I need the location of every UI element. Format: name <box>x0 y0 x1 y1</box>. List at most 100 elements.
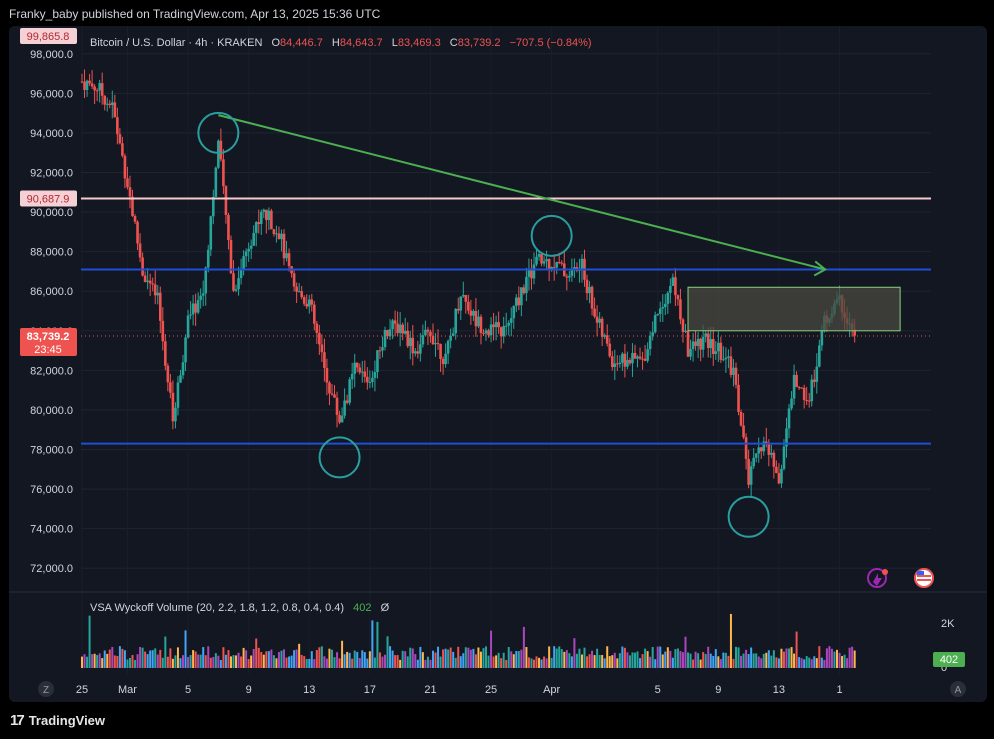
volume-bar <box>841 656 844 668</box>
candle-body <box>618 362 622 365</box>
volume-bar <box>156 654 159 668</box>
volume-bar <box>353 650 356 668</box>
candle-body <box>504 325 508 327</box>
candle-body <box>520 287 523 306</box>
candle-body <box>388 329 392 337</box>
overlays: 90,687.9 83,739.223:45 <box>20 111 931 538</box>
candle-body <box>247 248 250 252</box>
candle-body <box>550 267 553 269</box>
candle-body <box>204 267 208 294</box>
candle-body <box>701 336 705 350</box>
candle-body <box>595 316 599 323</box>
candle-body <box>328 382 331 394</box>
y-tick-label: 78,000.0 <box>30 445 73 457</box>
volume-bar <box>618 653 621 668</box>
volume-bar <box>149 650 152 668</box>
volume-bar <box>128 657 131 668</box>
candle-body <box>307 299 311 307</box>
volume-bar <box>591 650 594 668</box>
volume-bar <box>389 646 392 668</box>
candle-body <box>424 329 427 336</box>
volume-bar <box>545 658 548 668</box>
candle-body <box>739 412 743 426</box>
volume-bar <box>123 650 126 668</box>
tradingview-logo[interactable]: 17 TradingView <box>10 712 105 729</box>
candle-body <box>482 332 485 334</box>
candle-body <box>133 215 137 222</box>
volume-bar <box>729 613 732 668</box>
volume-bar <box>184 630 187 668</box>
volume-bar <box>376 621 379 668</box>
volume-bar <box>651 647 654 668</box>
indicator-legend: VSA Wyckoff Volume (20, 2.2, 1.8, 1.2, 0… <box>90 602 390 614</box>
volume-bar <box>843 654 846 668</box>
candle-body <box>449 335 452 341</box>
candle-body <box>239 269 243 279</box>
candle-body <box>747 458 750 485</box>
trend-line-arrow <box>813 260 828 277</box>
volume-bar <box>485 646 488 668</box>
volume-bar <box>522 626 525 668</box>
volume-bar <box>88 615 91 668</box>
candle-body <box>366 376 369 383</box>
candle-body <box>181 362 185 376</box>
candle-body <box>398 324 402 333</box>
volume-bar <box>283 649 286 668</box>
volume-bar <box>179 658 182 668</box>
volume-bar <box>454 657 457 668</box>
candle-body <box>669 285 672 293</box>
volume-bar <box>194 651 197 668</box>
candle-body <box>439 343 442 359</box>
candle-body <box>810 379 814 402</box>
candle-body <box>795 374 798 388</box>
candle-body <box>621 353 624 363</box>
price-chart[interactable]: 72,000.0 74,000.0 76,000.0 78,000.0 80,000.0… <box>9 26 987 702</box>
candle-body <box>633 352 637 359</box>
volume-bar <box>482 648 485 668</box>
x-tick-label: Apr <box>543 684 560 696</box>
candle-body <box>681 319 685 332</box>
candle-body <box>368 381 372 383</box>
volume-bar <box>586 656 589 668</box>
candle-body <box>318 332 321 345</box>
zoom-button[interactable] <box>38 681 54 697</box>
volume-bar <box>510 651 513 668</box>
candle-body <box>525 276 528 294</box>
candle-body <box>131 196 134 216</box>
volume-bar <box>378 652 381 668</box>
volume-bar <box>93 653 96 668</box>
us-flag-icon[interactable] <box>914 568 934 588</box>
x-axis: 25 Mar 5 9 13 17 21 25 Apr 5 9 13 1 <box>76 684 843 696</box>
auto-scale-button[interactable] <box>950 681 966 697</box>
candle-body <box>338 414 341 423</box>
volume-bar <box>86 656 89 668</box>
volume-bar <box>444 648 447 668</box>
volume-bar <box>838 652 841 668</box>
candle-body <box>262 209 266 212</box>
replay-icon[interactable] <box>867 568 888 588</box>
volume-bar <box>295 649 298 668</box>
volume-bar <box>214 653 217 668</box>
candles <box>80 69 856 498</box>
candle-body <box>656 314 660 316</box>
candle-body <box>742 425 745 438</box>
volume-bar <box>189 655 192 668</box>
volume-bar <box>742 653 745 668</box>
volume-bar <box>825 648 828 668</box>
volume-bar <box>174 655 177 668</box>
volume-bar <box>280 650 283 668</box>
chart-panel[interactable]: 72,000.0 74,000.0 76,000.0 78,000.0 80,000.0… <box>9 26 987 702</box>
candle-body <box>552 267 556 269</box>
volume-bar <box>578 648 581 668</box>
candle-body <box>254 222 258 233</box>
candle-body <box>724 357 728 360</box>
volume-bar <box>745 649 748 668</box>
volume-bar <box>103 650 106 668</box>
candle-body <box>393 320 397 324</box>
candle-body <box>565 276 569 278</box>
candle-body <box>98 83 101 91</box>
candle-body <box>537 254 541 257</box>
candle-body <box>722 359 725 361</box>
candle-body <box>812 379 816 382</box>
volume-bar <box>623 647 626 668</box>
